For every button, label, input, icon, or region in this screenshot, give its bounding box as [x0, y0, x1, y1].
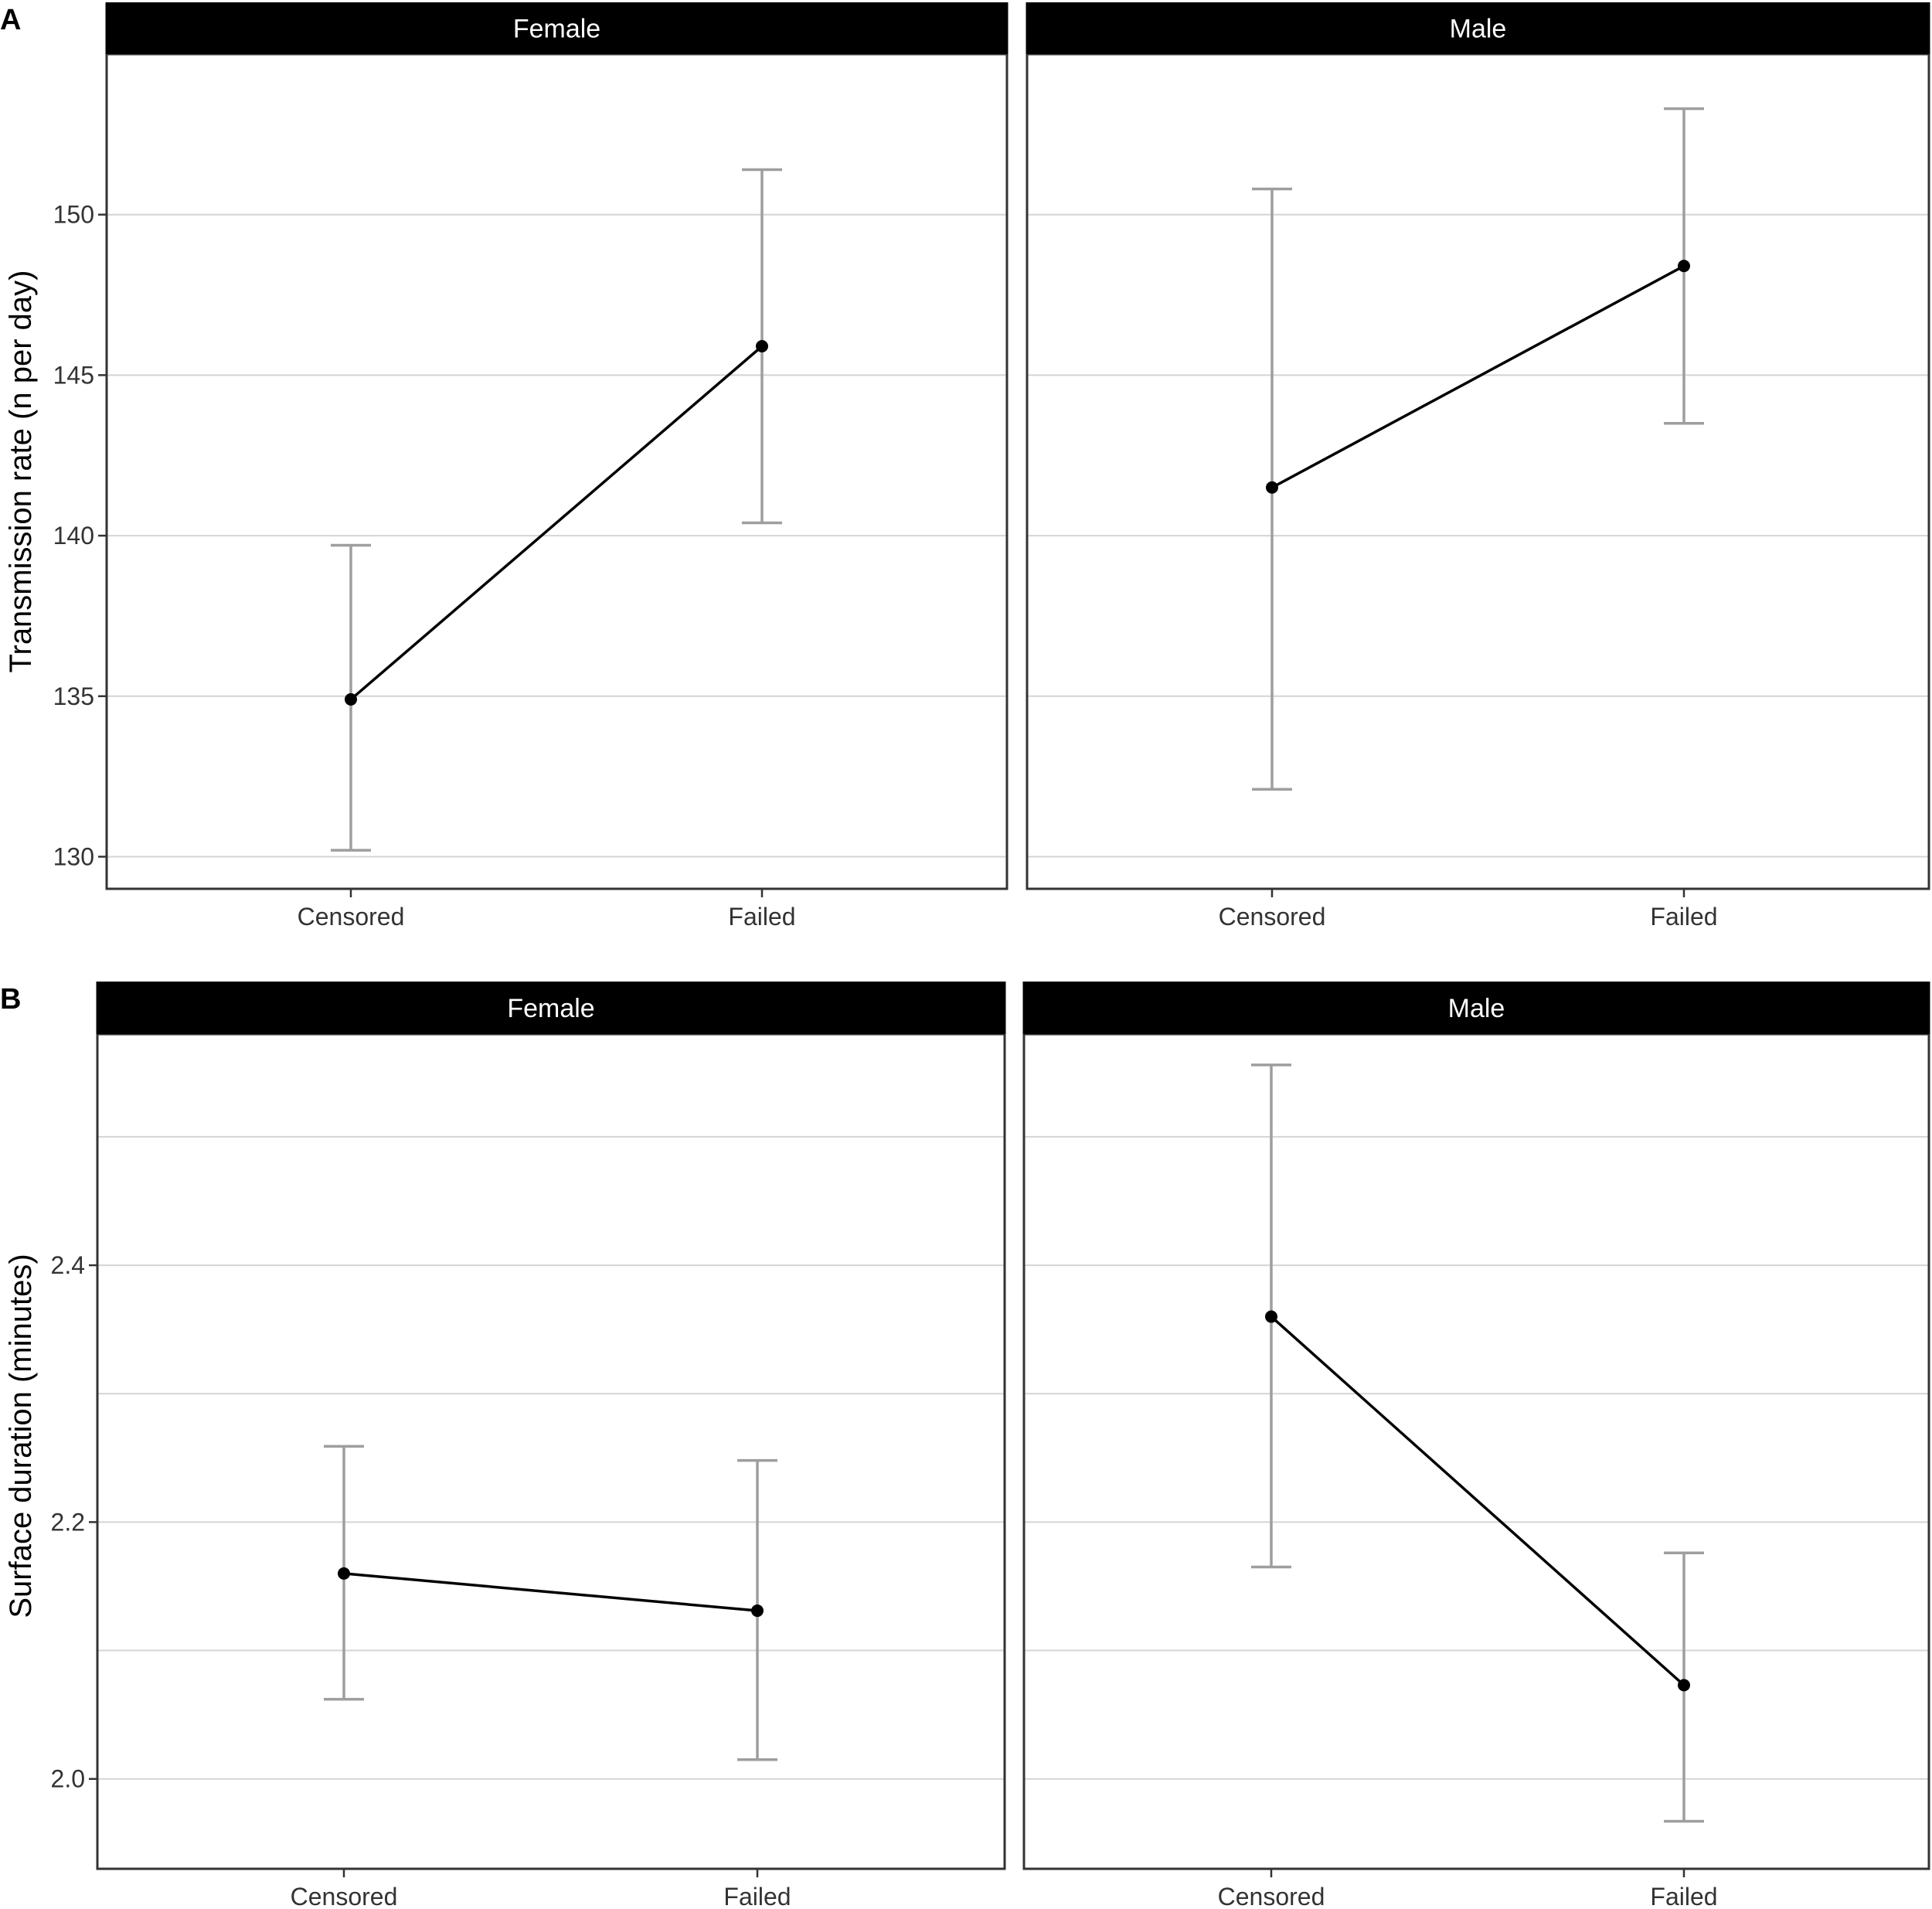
x-tick-label: Censored [298, 903, 405, 931]
x-tick-label: Censored [291, 1883, 398, 1909]
panel-background [1026, 53, 1930, 890]
y-axis-title: Transmission rate (n per day) [4, 271, 38, 673]
mean-point-censored [1266, 481, 1278, 494]
mean-point-failed [1678, 1679, 1690, 1692]
panel-background [105, 53, 1009, 890]
facet-strip [105, 2, 1009, 54]
facet-strip-label: Female [507, 994, 594, 1023]
chart-panel-A: A Transmission rate (n per day) Female Cens… [0, 2, 1930, 931]
mean-point-failed [756, 340, 768, 352]
x-tick-label: Failed [1650, 1883, 1717, 1909]
y-tick-label: 135 [53, 682, 94, 710]
mean-point-censored [1265, 1310, 1277, 1323]
y-tick-label: 145 [53, 361, 94, 389]
facet-strip-label: Male [1448, 994, 1505, 1023]
chart-panel-B: B Surface duration (minutes) Female Censore… [0, 982, 1930, 1909]
x-tick-label: Censored [1218, 1883, 1325, 1909]
panel-background [1022, 1033, 1930, 1870]
y-tick-label: 2.0 [51, 1765, 85, 1793]
y-tick-label: 130 [53, 842, 94, 870]
facet-strip [96, 982, 1006, 1034]
mean-line [343, 1572, 758, 1612]
mean-line [1270, 1315, 1685, 1686]
facet-male: Male Censored Failed [1026, 2, 1930, 931]
x-tick-label: Failed [723, 1883, 791, 1909]
panel-tag: B [0, 983, 21, 1016]
facet-male: Male Censored Failed [1022, 982, 1930, 1909]
mean-point-failed [751, 1604, 764, 1618]
y-tick-label: 140 [53, 522, 94, 550]
y-tick-label: 150 [53, 201, 94, 229]
mean-point-censored [338, 1567, 350, 1580]
facet-strip-label: Female [513, 15, 600, 44]
panel-background [96, 1033, 1006, 1870]
facet-strip [1022, 982, 1930, 1034]
panel-tag: A [0, 4, 21, 36]
facet-female: Female Censored Failed 2.0 2.2 2.4 [51, 982, 1006, 1909]
facet-female: Female Censored Failed 130 135 140 145 150 [53, 2, 1009, 931]
facet-strip-label: Male [1450, 15, 1507, 44]
x-tick-label: Failed [1650, 903, 1717, 931]
x-tick-label: Failed [728, 903, 795, 931]
mean-point-censored [345, 692, 357, 706]
y-tick-label: 2.2 [51, 1508, 85, 1536]
mean-line [349, 345, 764, 701]
facet-strip [1026, 2, 1930, 54]
mean-point-failed [1678, 260, 1690, 273]
x-tick-label: Censored [1219, 903, 1326, 931]
y-tick-label: 2.4 [51, 1251, 85, 1279]
mean-line [1271, 264, 1685, 489]
y-axis-title: Surface duration (minutes) [4, 1254, 38, 1618]
